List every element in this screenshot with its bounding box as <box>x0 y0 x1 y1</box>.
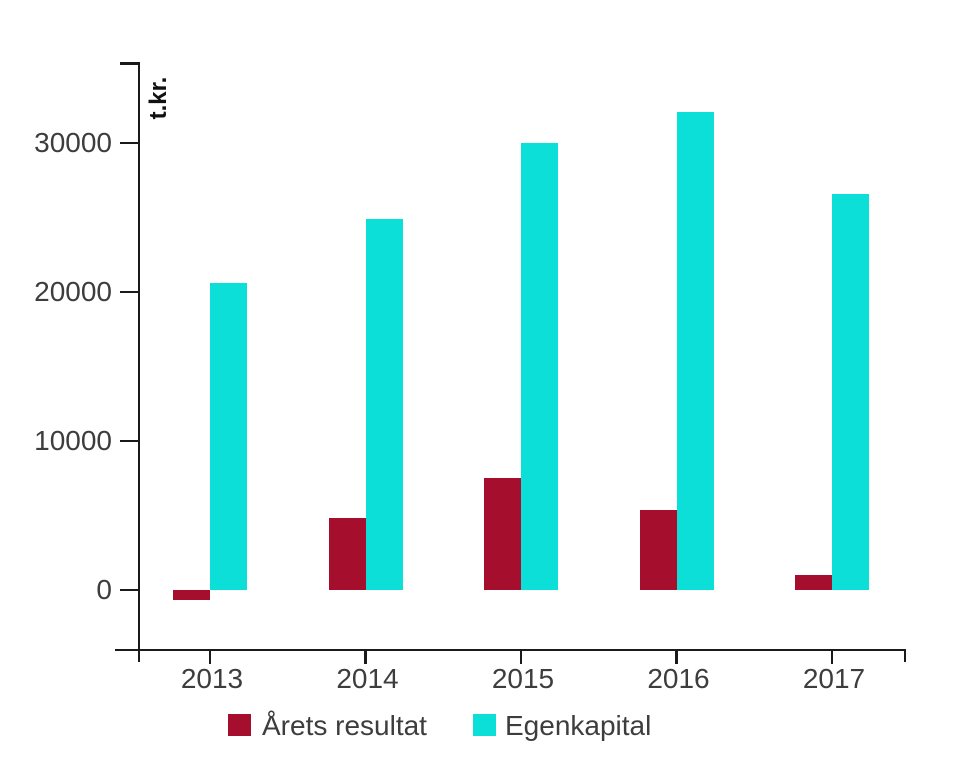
x-tick-2017 <box>830 651 834 664</box>
x-tick-label-2013: 2013 <box>180 663 244 694</box>
y-axis-line <box>137 62 140 662</box>
x-tick-label-2015: 2015 <box>491 663 555 694</box>
bar-arets-resultat-2015 <box>484 478 521 590</box>
x-axis-cap-tick <box>903 651 906 662</box>
y-tick-label-20000: 20000 <box>34 276 112 307</box>
y-tick-label-30000: 30000 <box>34 127 112 158</box>
bar-egenkapital-2014 <box>365 218 403 590</box>
y-tick-10000 <box>119 439 138 443</box>
x-tick-2016 <box>675 651 678 664</box>
y-tick-label-0: 0 <box>96 574 112 605</box>
bar-arets-resultat-2017 <box>795 575 832 590</box>
x-axis-line <box>115 648 906 651</box>
bar-egenkapital-2016 <box>676 111 714 590</box>
x-tick-label-2016: 2016 <box>647 663 710 694</box>
y-axis-cap-tick <box>119 62 140 65</box>
x-tick-2013 <box>208 651 212 664</box>
y-tick-label-10000: 10000 <box>34 425 112 456</box>
bar-egenkapital-2013 <box>210 283 247 590</box>
y-axis-title: t.kr. <box>145 76 172 120</box>
y-tick-0 <box>119 588 138 592</box>
x-tick-label-2014: 2014 <box>336 663 399 694</box>
bar-arets-resultat-2013 <box>173 590 210 601</box>
bar-arets-resultat-2014 <box>328 518 366 590</box>
bar-egenkapital-2017 <box>832 193 869 590</box>
x-tick-label-2017: 2017 <box>802 663 866 694</box>
x-tick-2015 <box>519 651 523 664</box>
bar-arets-resultat-2016 <box>639 509 677 590</box>
y-tick-30000 <box>119 141 138 145</box>
y-tick-20000 <box>119 290 138 294</box>
bar-egenkapital-2015 <box>521 143 558 590</box>
x-tick-2014 <box>364 651 367 664</box>
